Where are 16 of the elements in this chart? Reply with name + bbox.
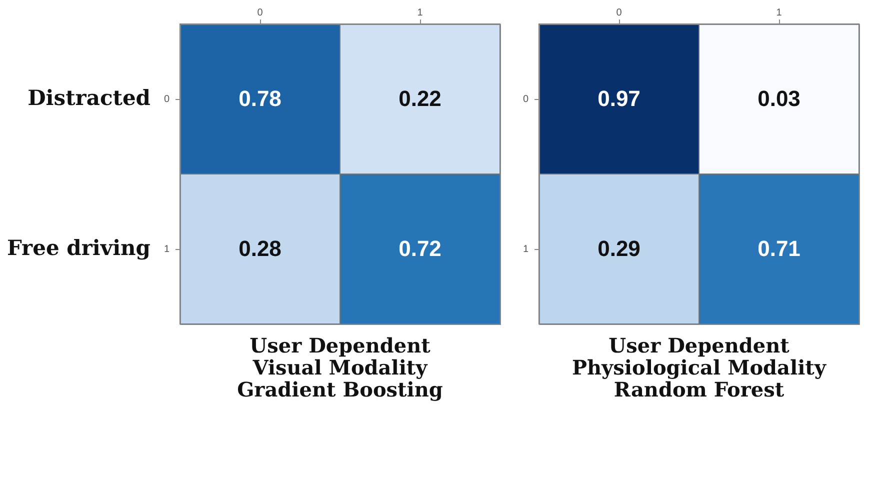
text: User Dependent Visual Modality Gradient Boosting (237, 334, 443, 402)
text: User Dependent Physiological Modality Random Forest (572, 334, 828, 402)
x-tick-label: 1 (417, 8, 424, 18)
data-label: 0.28 (238, 236, 282, 261)
data-label: 0.71 (758, 236, 800, 261)
data-label: 0.97 (598, 86, 640, 111)
data-label: 0.78 (238, 86, 282, 111)
y2-tick-label: Free driving (7, 235, 151, 260)
x-tick-label: 1 (776, 8, 782, 18)
x-tick-label: 0 (616, 8, 622, 18)
data-label: 0.22 (398, 86, 442, 111)
x-tick-label: 0 (257, 8, 264, 18)
data-label: 0.72 (398, 236, 442, 261)
y2-tick-label: Distracted (28, 85, 151, 110)
data-label: 0.29 (598, 236, 640, 261)
data-label: 0.03 (758, 86, 800, 111)
